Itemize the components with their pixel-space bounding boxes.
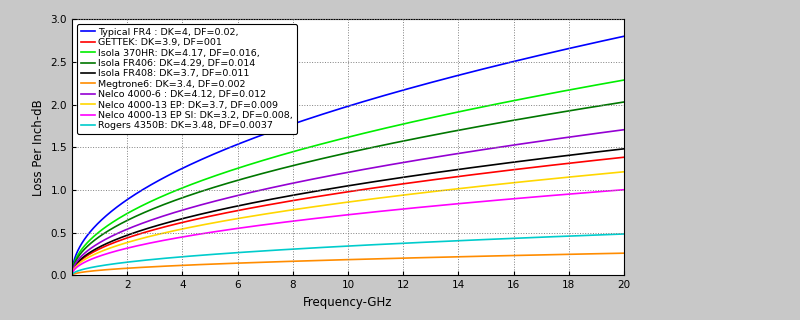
Line: Typical FR4 : DK=4, DF=0.02,: Typical FR4 : DK=4, DF=0.02, — [72, 36, 624, 275]
Line: Megtrone6: DK=3.4, DF=0.002: Megtrone6: DK=3.4, DF=0.002 — [72, 253, 624, 275]
GETTEK: DK=3.9, DF=001: (1.02, 0.312): DK=3.9, DF=001: (1.02, 0.312) — [95, 247, 105, 251]
Isola 370HR: DK=4.17, DF=0.016,: (9.72, 1.59): DK=4.17, DF=0.016,: (9.72, 1.59) — [336, 137, 346, 141]
Nelco 4000-13 EP: DK=3.7, DF=0.009: (9.72, 0.845): DK=3.7, DF=0.009: (9.72, 0.845) — [336, 201, 346, 205]
Isola 370HR: DK=4.17, DF=0.016,: (19.4, 2.25): DK=4.17, DF=0.016,: (19.4, 2.25) — [603, 81, 613, 85]
Isola FR408: DK=3.7, DF=0.011: (20, 1.48): DK=3.7, DF=0.011: (20, 1.48) — [619, 147, 629, 151]
Nelco 4000-6 : DK=4.12, DF=0.012: (0, 0): DK=4.12, DF=0.012: (0, 0) — [67, 273, 77, 277]
GETTEK: DK=3.9, DF=001: (9.19, 0.937): DK=3.9, DF=001: (9.19, 0.937) — [321, 193, 330, 197]
Legend: Typical FR4 : DK=4, DF=0.02,, GETTEK: DK=3.9, DF=001, Isola 370HR: DK=4.17, DF=0: Typical FR4 : DK=4, DF=0.02,, GETTEK: DK… — [77, 24, 297, 134]
GETTEK: DK=3.9, DF=001: (19.4, 1.36): DK=3.9, DF=001: (19.4, 1.36) — [603, 157, 613, 161]
Typical FR4 : DK=4, DF=0.02,: (0, 0): DK=4, DF=0.02,: (0, 0) — [67, 273, 77, 277]
Nelco 4000-13 EP SI: DK=3.2, DF=0.008,: (19.4, 0.987): DK=3.2, DF=0.008,: (19.4, 0.987) — [603, 189, 613, 193]
Isola 370HR: DK=4.17, DF=0.016,: (0, 0): DK=4.17, DF=0.016,: (0, 0) — [67, 273, 77, 277]
Isola FR408: DK=3.7, DF=0.011: (9.72, 1.03): DK=3.7, DF=0.011: (9.72, 1.03) — [336, 185, 346, 189]
Nelco 4000-13 EP SI: DK=3.2, DF=0.008,: (19.4, 0.987): DK=3.2, DF=0.008,: (19.4, 0.987) — [603, 189, 613, 193]
GETTEK: DK=3.9, DF=001: (15.7, 1.23): DK=3.9, DF=001: (15.7, 1.23) — [502, 169, 511, 172]
Rogers 4350B: DK=3.48, DF=0.0037: (20, 0.483): DK=3.48, DF=0.0037: (20, 0.483) — [619, 232, 629, 236]
Isola 370HR: DK=4.17, DF=0.016,: (15.7, 2.03): DK=4.17, DF=0.016,: (15.7, 2.03) — [502, 100, 511, 104]
Isola FR406: DK=4.29, DF=0.014: (9.72, 1.42): DK=4.29, DF=0.014: (9.72, 1.42) — [336, 153, 346, 156]
Line: Isola FR406: DK=4.29, DF=0.014: Isola FR406: DK=4.29, DF=0.014 — [72, 102, 624, 275]
X-axis label: Frequency-GHz: Frequency-GHz — [303, 296, 393, 308]
Nelco 4000-6 : DK=4.12, DF=0.012: (9.72, 1.19): DK=4.12, DF=0.012: (9.72, 1.19) — [336, 172, 346, 176]
Isola FR406: DK=4.29, DF=0.014: (1.02, 0.459): DK=4.29, DF=0.014: (1.02, 0.459) — [95, 234, 105, 238]
Typical FR4 : DK=4, DF=0.02,: (19.4, 2.76): DK=4, DF=0.02,: (19.4, 2.76) — [603, 38, 613, 42]
Nelco 4000-6 : DK=4.12, DF=0.012: (19.4, 1.68): DK=4.12, DF=0.012: (19.4, 1.68) — [603, 130, 613, 134]
Nelco 4000-6 : DK=4.12, DF=0.012: (1.02, 0.385): DK=4.12, DF=0.012: (1.02, 0.385) — [95, 240, 105, 244]
Megtrone6: DK=3.4, DF=0.002: (1.02, 0.0583): DK=3.4, DF=0.002: (1.02, 0.0583) — [95, 268, 105, 272]
GETTEK: DK=3.9, DF=001: (20, 1.38): DK=3.9, DF=001: (20, 1.38) — [619, 155, 629, 159]
Rogers 4350B: DK=3.48, DF=0.0037: (19.4, 0.476): DK=3.48, DF=0.0037: (19.4, 0.476) — [603, 233, 613, 236]
Megtrone6: DK=3.4, DF=0.002: (20, 0.258): DK=3.4, DF=0.002: (20, 0.258) — [619, 251, 629, 255]
Nelco 4000-13 EP SI: DK=3.2, DF=0.008,: (1.02, 0.226): DK=3.2, DF=0.008,: (1.02, 0.226) — [95, 254, 105, 258]
Rogers 4350B: DK=3.48, DF=0.0037: (0, 0): DK=3.48, DF=0.0037: (0, 0) — [67, 273, 77, 277]
Nelco 4000-13 EP: DK=3.7, DF=0.009: (0, 0): DK=3.7, DF=0.009: (0, 0) — [67, 273, 77, 277]
Rogers 4350B: DK=3.48, DF=0.0037: (9.72, 0.337): DK=3.48, DF=0.0037: (9.72, 0.337) — [336, 244, 346, 248]
Nelco 4000-13 EP SI: DK=3.2, DF=0.008,: (9.19, 0.679): DK=3.2, DF=0.008,: (9.19, 0.679) — [321, 215, 330, 219]
Isola FR406: DK=4.29, DF=0.014: (19.4, 2): DK=4.29, DF=0.014: (19.4, 2) — [603, 103, 613, 107]
Line: Nelco 4000-13 EP: DK=3.7, DF=0.009: Nelco 4000-13 EP: DK=3.7, DF=0.009 — [72, 172, 624, 275]
Isola FR408: DK=3.7, DF=0.011: (15.7, 1.31): DK=3.7, DF=0.011: (15.7, 1.31) — [502, 161, 511, 165]
Line: GETTEK: DK=3.9, DF=001: GETTEK: DK=3.9, DF=001 — [72, 157, 624, 275]
Typical FR4 : DK=4, DF=0.02,: (9.19, 1.9): DK=4, DF=0.02,: (9.19, 1.9) — [321, 111, 330, 115]
Nelco 4000-6 : DK=4.12, DF=0.012: (19.4, 1.68): DK=4.12, DF=0.012: (19.4, 1.68) — [603, 130, 613, 134]
Typical FR4 : DK=4, DF=0.02,: (15.7, 2.48): DK=4, DF=0.02,: (15.7, 2.48) — [502, 61, 511, 65]
Isola FR408: DK=3.7, DF=0.011: (0, 0): DK=3.7, DF=0.011: (0, 0) — [67, 273, 77, 277]
Nelco 4000-13 EP: DK=3.7, DF=0.009: (9.19, 0.822): DK=3.7, DF=0.009: (9.19, 0.822) — [321, 203, 330, 207]
Typical FR4 : DK=4, DF=0.02,: (20, 2.8): DK=4, DF=0.02,: (20, 2.8) — [619, 34, 629, 38]
Nelco 4000-13 EP: DK=3.7, DF=0.009: (20, 1.21): DK=3.7, DF=0.009: (20, 1.21) — [619, 170, 629, 174]
Nelco 4000-13 EP SI: DK=3.2, DF=0.008,: (9.72, 0.699): DK=3.2, DF=0.008,: (9.72, 0.699) — [336, 214, 346, 218]
Megtrone6: DK=3.4, DF=0.002: (9.19, 0.175): DK=3.4, DF=0.002: (9.19, 0.175) — [321, 258, 330, 262]
Rogers 4350B: DK=3.48, DF=0.0037: (9.19, 0.328): DK=3.48, DF=0.0037: (9.19, 0.328) — [321, 245, 330, 249]
Nelco 4000-13 EP: DK=3.7, DF=0.009: (15.7, 1.08): DK=3.7, DF=0.009: (15.7, 1.08) — [502, 181, 511, 185]
Typical FR4 : DK=4, DF=0.02,: (1.02, 0.632): DK=4, DF=0.02,: (1.02, 0.632) — [95, 219, 105, 223]
Rogers 4350B: DK=3.48, DF=0.0037: (1.02, 0.109): DK=3.48, DF=0.0037: (1.02, 0.109) — [95, 264, 105, 268]
Megtrone6: DK=3.4, DF=0.002: (15.7, 0.229): DK=3.4, DF=0.002: (15.7, 0.229) — [502, 254, 511, 258]
Nelco 4000-6 : DK=4.12, DF=0.012: (9.19, 1.16): DK=4.12, DF=0.012: (9.19, 1.16) — [321, 175, 330, 179]
Isola 370HR: DK=4.17, DF=0.016,: (19.4, 2.25): DK=4.17, DF=0.016,: (19.4, 2.25) — [603, 81, 613, 85]
Nelco 4000-13 EP: DK=3.7, DF=0.009: (19.4, 1.19): DK=3.7, DF=0.009: (19.4, 1.19) — [603, 172, 613, 175]
Line: Isola 370HR: DK=4.17, DF=0.016,: Isola 370HR: DK=4.17, DF=0.016, — [72, 80, 624, 275]
Typical FR4 : DK=4, DF=0.02,: (9.72, 1.95): DK=4, DF=0.02,: (9.72, 1.95) — [336, 107, 346, 110]
Megtrone6: DK=3.4, DF=0.002: (19.4, 0.254): DK=3.4, DF=0.002: (19.4, 0.254) — [603, 252, 613, 255]
Nelco 4000-13 EP: DK=3.7, DF=0.009: (1.02, 0.274): DK=3.7, DF=0.009: (1.02, 0.274) — [95, 250, 105, 254]
Nelco 4000-6 : DK=4.12, DF=0.012: (15.7, 1.51): DK=4.12, DF=0.012: (15.7, 1.51) — [502, 144, 511, 148]
Isola 370HR: DK=4.17, DF=0.016,: (1.02, 0.517): DK=4.17, DF=0.016,: (1.02, 0.517) — [95, 229, 105, 233]
Isola FR408: DK=3.7, DF=0.011: (9.19, 1): DK=3.7, DF=0.011: (9.19, 1) — [321, 188, 330, 191]
Megtrone6: DK=3.4, DF=0.002: (0, 0): DK=3.4, DF=0.002: (0, 0) — [67, 273, 77, 277]
Nelco 4000-6 : DK=4.12, DF=0.012: (20, 1.71): DK=4.12, DF=0.012: (20, 1.71) — [619, 128, 629, 132]
Isola FR406: DK=4.29, DF=0.014: (9.19, 1.38): DK=4.29, DF=0.014: (9.19, 1.38) — [321, 156, 330, 160]
Nelco 4000-13 EP SI: DK=3.2, DF=0.008,: (15.7, 0.889): DK=3.2, DF=0.008,: (15.7, 0.889) — [502, 197, 511, 201]
Isola 370HR: DK=4.17, DF=0.016,: (9.19, 1.55): DK=4.17, DF=0.016,: (9.19, 1.55) — [321, 141, 330, 145]
Nelco 4000-13 EP SI: DK=3.2, DF=0.008,: (0, 0): DK=3.2, DF=0.008,: (0, 0) — [67, 273, 77, 277]
Megtrone6: DK=3.4, DF=0.002: (19.4, 0.254): DK=3.4, DF=0.002: (19.4, 0.254) — [603, 252, 613, 255]
Y-axis label: Loss Per Inch-dB: Loss Per Inch-dB — [32, 99, 45, 196]
Isola FR408: DK=3.7, DF=0.011: (19.4, 1.46): DK=3.7, DF=0.011: (19.4, 1.46) — [603, 149, 613, 153]
Nelco 4000-13 EP SI: DK=3.2, DF=0.008,: (20, 1): DK=3.2, DF=0.008,: (20, 1) — [619, 188, 629, 192]
GETTEK: DK=3.9, DF=001: (19.4, 1.36): DK=3.9, DF=001: (19.4, 1.36) — [603, 157, 613, 161]
Line: Nelco 4000-13 EP SI: DK=3.2, DF=0.008,: Nelco 4000-13 EP SI: DK=3.2, DF=0.008, — [72, 190, 624, 275]
Isola FR408: DK=3.7, DF=0.011: (19.4, 1.46): DK=3.7, DF=0.011: (19.4, 1.46) — [603, 149, 613, 153]
Line: Isola FR408: DK=3.7, DF=0.011: Isola FR408: DK=3.7, DF=0.011 — [72, 149, 624, 275]
Line: Nelco 4000-6 : DK=4.12, DF=0.012: Nelco 4000-6 : DK=4.12, DF=0.012 — [72, 130, 624, 275]
GETTEK: DK=3.9, DF=001: (0, 0): DK=3.9, DF=001: (0, 0) — [67, 273, 77, 277]
GETTEK: DK=3.9, DF=001: (9.72, 0.964): DK=3.9, DF=001: (9.72, 0.964) — [336, 191, 346, 195]
Nelco 4000-13 EP: DK=3.7, DF=0.009: (19.4, 1.19): DK=3.7, DF=0.009: (19.4, 1.19) — [603, 172, 613, 175]
Isola FR406: DK=4.29, DF=0.014: (15.7, 1.8): DK=4.29, DF=0.014: (15.7, 1.8) — [502, 120, 511, 124]
Typical FR4 : DK=4, DF=0.02,: (19.4, 2.76): DK=4, DF=0.02,: (19.4, 2.76) — [603, 38, 613, 42]
Isola FR406: DK=4.29, DF=0.014: (20, 2.03): DK=4.29, DF=0.014: (20, 2.03) — [619, 100, 629, 104]
Isola FR406: DK=4.29, DF=0.014: (0, 0): DK=4.29, DF=0.014: (0, 0) — [67, 273, 77, 277]
Rogers 4350B: DK=3.48, DF=0.0037: (19.4, 0.476): DK=3.48, DF=0.0037: (19.4, 0.476) — [603, 233, 613, 236]
Megtrone6: DK=3.4, DF=0.002: (9.72, 0.18): DK=3.4, DF=0.002: (9.72, 0.18) — [336, 258, 346, 262]
Isola FR408: DK=3.7, DF=0.011: (1.02, 0.335): DK=3.7, DF=0.011: (1.02, 0.335) — [95, 245, 105, 249]
Line: Rogers 4350B: DK=3.48, DF=0.0037: Rogers 4350B: DK=3.48, DF=0.0037 — [72, 234, 624, 275]
Isola FR406: DK=4.29, DF=0.014: (19.4, 2): DK=4.29, DF=0.014: (19.4, 2) — [603, 103, 613, 107]
Rogers 4350B: DK=3.48, DF=0.0037: (15.7, 0.429): DK=3.48, DF=0.0037: (15.7, 0.429) — [502, 237, 511, 241]
Isola 370HR: DK=4.17, DF=0.016,: (20, 2.29): DK=4.17, DF=0.016,: (20, 2.29) — [619, 78, 629, 82]
